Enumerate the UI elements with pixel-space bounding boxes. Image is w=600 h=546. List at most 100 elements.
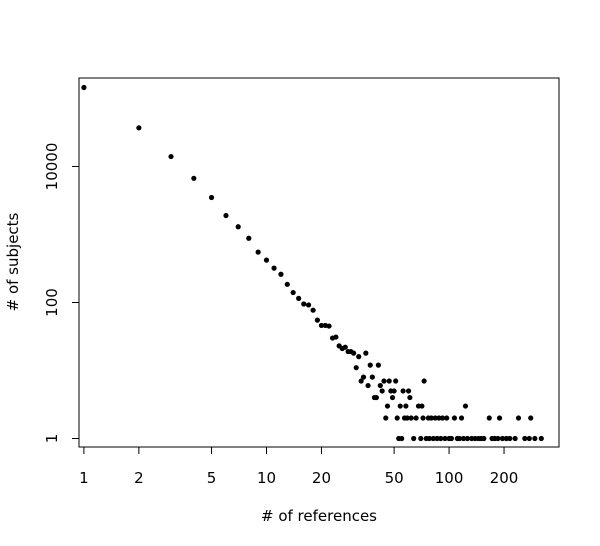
data-point — [377, 382, 383, 389]
data-point — [538, 435, 544, 442]
data-point — [271, 265, 277, 271]
data-point — [512, 435, 518, 442]
y-axis-label: # of subjects — [4, 212, 22, 311]
data-point — [168, 153, 174, 160]
data-point — [318, 322, 325, 329]
data-point — [381, 378, 387, 384]
data-point — [393, 378, 399, 384]
data-point — [290, 289, 296, 296]
x-tick-label: 1 — [79, 469, 89, 487]
data-point — [391, 388, 397, 394]
data-point — [384, 403, 391, 409]
data-point — [456, 435, 463, 442]
data-point — [375, 362, 381, 368]
data-point — [495, 435, 501, 442]
data-point — [235, 224, 241, 230]
x-tick-label: 100 — [435, 469, 464, 487]
y-tick-label: 10000 — [43, 143, 61, 191]
data-point — [208, 194, 215, 201]
data-point — [418, 435, 424, 442]
data-point — [360, 374, 367, 380]
data-point — [464, 435, 470, 442]
x-tick-label: 2 — [134, 469, 144, 487]
data-point — [278, 271, 284, 277]
data-point — [263, 257, 270, 263]
data-point — [356, 354, 362, 360]
data-point — [458, 415, 465, 421]
data-point — [430, 435, 436, 442]
data-points — [81, 84, 544, 442]
data-point — [408, 415, 414, 421]
data-point — [421, 378, 427, 384]
data-point — [405, 388, 412, 394]
data-point — [451, 415, 458, 421]
data-point — [333, 334, 339, 340]
data-point — [383, 415, 389, 421]
data-point — [326, 323, 332, 329]
data-point — [413, 415, 419, 421]
data-point — [136, 125, 142, 131]
data-point — [528, 415, 534, 421]
data-point — [420, 415, 426, 421]
data-point — [284, 281, 290, 287]
data-point — [81, 84, 87, 91]
data-point — [522, 435, 528, 442]
data-point — [419, 403, 425, 409]
data-point — [255, 249, 261, 255]
data-point — [358, 378, 364, 384]
x-tick-label: 200 — [490, 469, 519, 487]
data-point — [310, 307, 316, 313]
data-point — [507, 435, 513, 442]
data-point — [296, 295, 302, 301]
data-point — [353, 365, 359, 371]
data-point — [439, 415, 446, 421]
data-point — [434, 435, 440, 442]
data-point — [191, 175, 197, 181]
data-point — [526, 435, 532, 442]
data-point — [223, 212, 229, 219]
x-axis-label: # of references — [261, 507, 377, 525]
data-point — [363, 350, 369, 356]
data-point — [426, 435, 432, 442]
data-point — [499, 435, 506, 442]
y-axis: 1 100 10000 — [43, 143, 80, 444]
x-axis: 1 2 5 10 20 50 100 200 — [79, 446, 519, 487]
data-point — [386, 378, 392, 384]
data-point — [403, 403, 409, 409]
y-tick-label: 100 — [43, 288, 61, 317]
data-point — [246, 235, 252, 241]
data-point — [399, 435, 405, 442]
data-point — [462, 403, 469, 409]
data-point — [400, 388, 406, 394]
data-point — [397, 403, 403, 409]
data-point — [365, 382, 371, 389]
data-point — [379, 388, 385, 394]
data-point — [515, 415, 522, 421]
data-point — [444, 415, 450, 421]
x-tick-label: 5 — [207, 469, 217, 487]
data-point — [411, 435, 417, 442]
data-point — [496, 415, 503, 421]
data-point — [486, 415, 492, 421]
data-point — [342, 344, 348, 350]
x-tick-label: 50 — [385, 469, 404, 487]
data-point — [301, 301, 307, 307]
data-point — [367, 362, 373, 368]
data-point — [481, 435, 487, 442]
data-point — [369, 374, 375, 380]
x-tick-label: 20 — [312, 469, 331, 487]
x-tick-label: 10 — [257, 469, 276, 487]
data-point — [373, 394, 380, 401]
data-point — [448, 435, 455, 442]
data-point — [351, 350, 357, 356]
data-point — [389, 394, 396, 401]
data-point — [438, 435, 444, 442]
data-point — [442, 435, 448, 442]
y-tick-label: 1 — [43, 434, 61, 444]
data-point — [460, 435, 467, 442]
data-point — [305, 302, 312, 308]
data-point — [394, 415, 400, 421]
data-point — [407, 394, 413, 401]
